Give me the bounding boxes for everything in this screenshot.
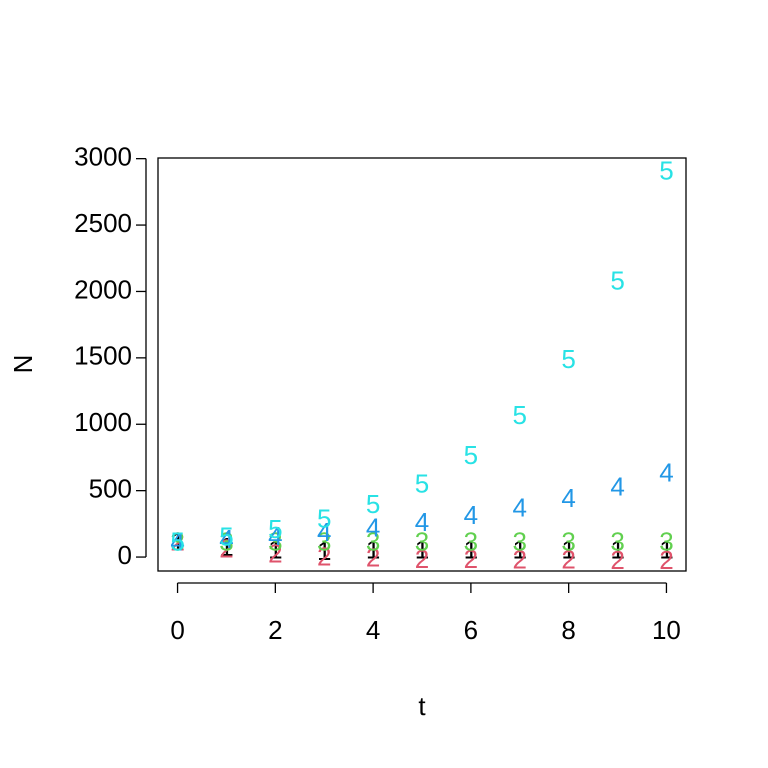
point-marker: 1	[317, 536, 331, 566]
y-tick-label: 500	[89, 474, 132, 504]
point-marker: 4	[366, 512, 380, 542]
point-marker: 1	[610, 535, 624, 565]
point-marker: 5	[317, 504, 331, 534]
y-tick-label: 2500	[74, 208, 132, 238]
y-tick-label: 1000	[74, 407, 132, 437]
point-marker: 2	[317, 541, 331, 571]
point-marker: 2	[513, 545, 527, 575]
point-marker: 3	[464, 527, 478, 557]
point-marker: 5	[268, 514, 282, 544]
point-marker: 1	[561, 535, 575, 565]
point-marker: 4	[561, 483, 575, 513]
point-marker: 2	[561, 545, 575, 575]
point-marker: 3	[561, 527, 575, 557]
point-marker: 4	[659, 458, 673, 488]
point-marker: 1	[366, 535, 380, 565]
point-marker: 3	[219, 527, 233, 557]
point-marker: 2	[366, 543, 380, 573]
x-tick-label: 8	[561, 615, 575, 645]
point-marker: 3	[415, 527, 429, 557]
point-marker: 3	[268, 527, 282, 557]
point-marker: 5	[513, 400, 527, 430]
y-axis-title: N	[8, 355, 38, 374]
point-marker: 4	[170, 527, 184, 557]
point-marker: 2	[610, 545, 624, 575]
point-marker: 4	[513, 492, 527, 522]
point-marker: 1	[268, 535, 282, 565]
point-marker: 2	[464, 544, 478, 574]
point-marker: 3	[366, 527, 380, 557]
point-marker: 5	[219, 521, 233, 551]
y-tick-label: 2000	[74, 274, 132, 304]
y-tick-label: 1500	[74, 341, 132, 371]
point-marker: 4	[268, 521, 282, 551]
point-marker: 2	[170, 527, 184, 557]
point-marker: 2	[415, 544, 429, 574]
point-marker: 1	[170, 527, 184, 557]
point-marker: 5	[366, 489, 380, 519]
point-marker: 5	[561, 344, 575, 374]
y-tick-label: 3000	[74, 142, 132, 172]
x-axis-title: t	[418, 691, 426, 721]
point-marker: 2	[268, 539, 282, 569]
x-tick-label: 4	[366, 615, 380, 645]
point-marker: 5	[464, 440, 478, 470]
point-marker: 2	[219, 533, 233, 563]
point-marker: 3	[317, 527, 331, 557]
point-marker: 5	[659, 156, 673, 186]
y-tick-label: 0	[118, 540, 132, 570]
point-marker: 4	[415, 507, 429, 537]
point-marker: 5	[170, 527, 184, 557]
point-marker: 1	[219, 532, 233, 562]
point-marker: 3	[513, 527, 527, 557]
point-marker: 4	[610, 471, 624, 501]
point-marker: 1	[659, 535, 673, 565]
point-marker: 1	[513, 535, 527, 565]
x-tick-label: 10	[652, 615, 681, 645]
point-marker: 3	[170, 527, 184, 557]
x-tick-label: 6	[464, 615, 478, 645]
point-marker: 4	[464, 500, 478, 530]
point-marker: 3	[659, 527, 673, 557]
x-tick-label: 0	[170, 615, 184, 645]
x-tick-label: 2	[268, 615, 282, 645]
point-marker: 1	[464, 535, 478, 565]
plot-frame	[157, 157, 687, 572]
point-marker: 5	[415, 468, 429, 498]
point-marker: 4	[219, 524, 233, 554]
point-marker: 4	[317, 517, 331, 547]
point-marker: 1	[415, 535, 429, 565]
point-marker: 3	[610, 527, 624, 557]
point-marker: 5	[610, 266, 624, 296]
point-marker: 2	[659, 545, 673, 575]
